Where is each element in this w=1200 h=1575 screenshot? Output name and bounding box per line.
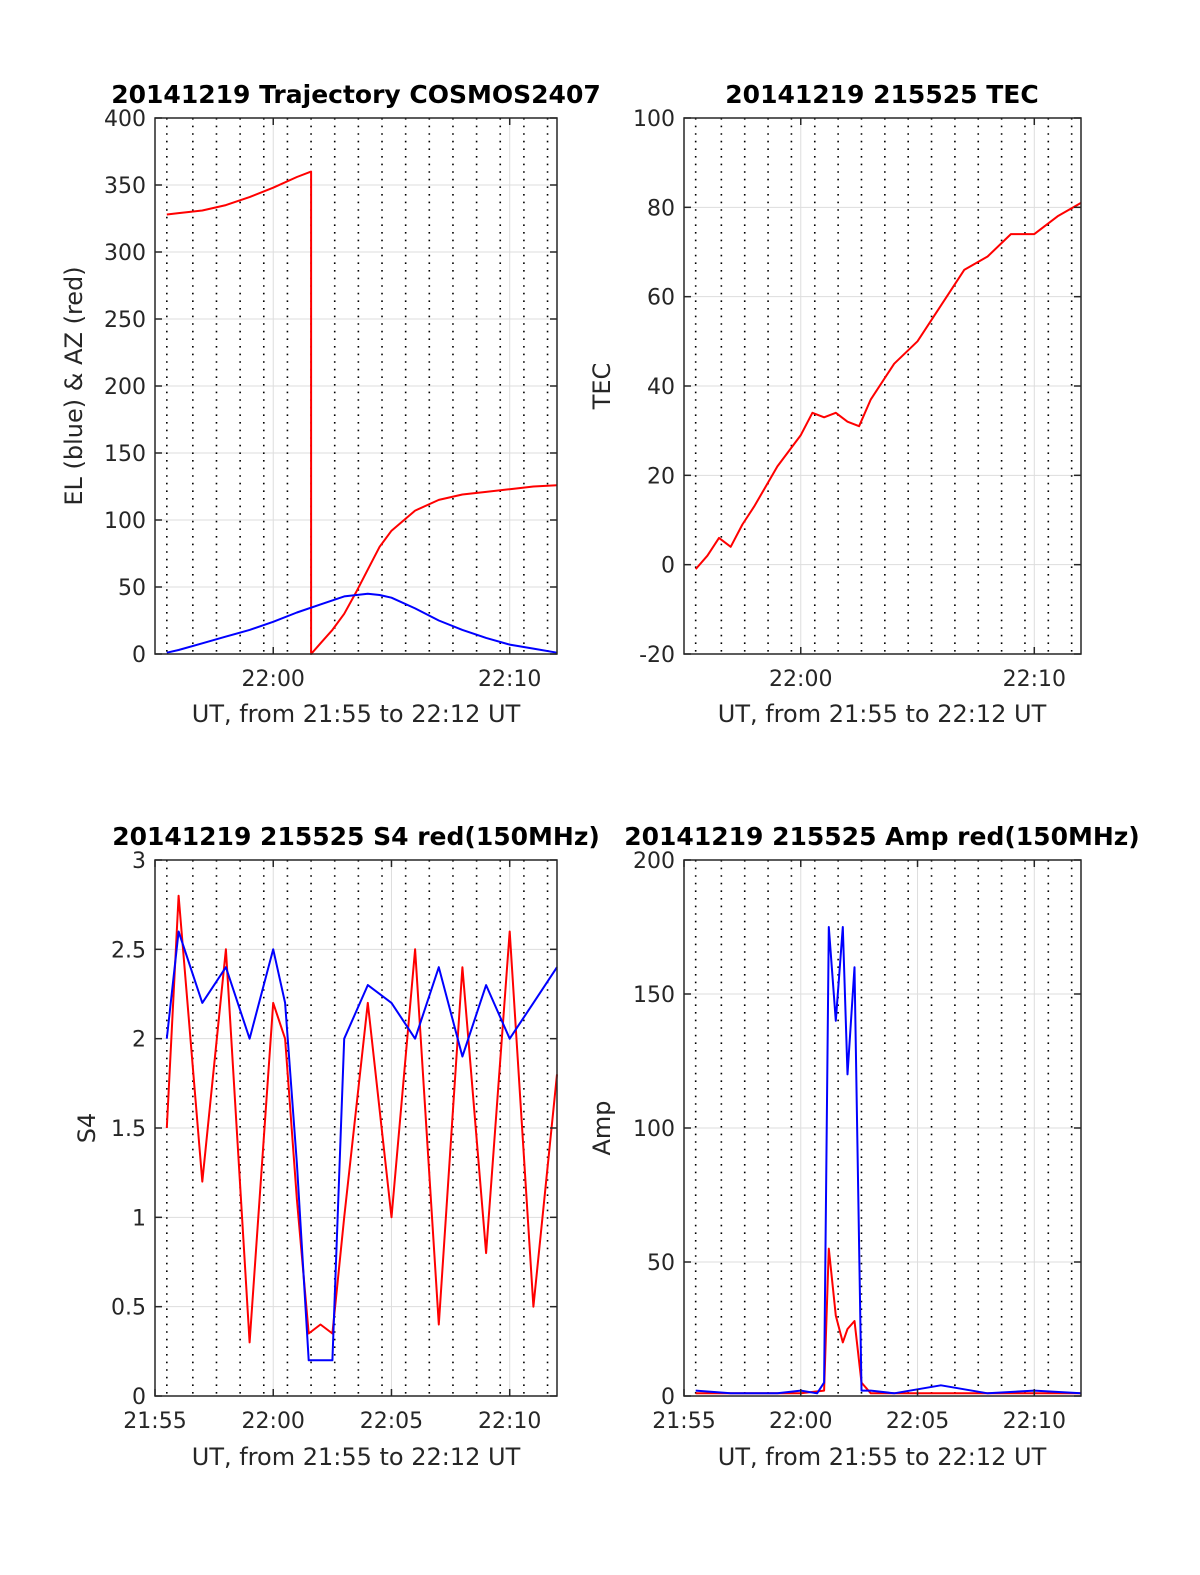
y-tick-label: 2 — [132, 1028, 146, 1053]
y-tick-label: -20 — [639, 643, 675, 668]
y-tick-label: 250 — [104, 308, 146, 333]
x-tick-label: 22:10 — [1003, 667, 1066, 692]
y-tick-label: 350 — [104, 174, 146, 199]
series-line-el — [166, 592, 558, 654]
panel-amp: 20141219 215525 Amp red(150MHz) UT, from… — [588, 822, 1140, 1471]
panel-s4: 20141219 215525 S4 red(150MHz) UT, from … — [73, 822, 600, 1471]
y-tick-label: 400 — [104, 107, 146, 132]
amp-xlabel: UT, from 21:55 to 22:12 UT — [718, 1443, 1047, 1471]
amp-ylabel: Amp — [588, 1100, 616, 1155]
amp-plot: 0 50 100 150 200 21:55 22:00 22:05 22:10 — [633, 849, 1082, 1434]
tec-plot: -20 0 20 40 60 80 100 22:00 22:10 — [633, 107, 1082, 692]
x-tick-label: 22:00 — [769, 667, 832, 692]
trajectory-plot: 0 50 100 150 200 250 300 350 400 22:00 22:10 — [104, 107, 558, 692]
tec-xlabel: UT, from 21:55 to 22:12 UT — [718, 700, 1047, 728]
x-tick-label: 22:05 — [360, 1409, 423, 1434]
trajectory-title: 20141219 Trajectory COSMOS2407 — [111, 80, 601, 109]
y-tick-label: 150 — [633, 983, 675, 1008]
y-tick-label: 100 — [633, 107, 675, 132]
y-tick-label: 3 — [132, 849, 146, 874]
tec-ylabel: TEC — [588, 363, 616, 411]
series-line-blue — [695, 926, 1082, 1395]
y-tick-label: 100 — [633, 1117, 675, 1142]
y-tick-label: 300 — [104, 241, 146, 266]
x-tick-label: 21:55 — [652, 1409, 715, 1434]
x-tick-label: 22:10 — [1003, 1409, 1066, 1434]
x-tick-label: 22:05 — [886, 1409, 949, 1434]
y-tick-label: 50 — [118, 576, 146, 601]
series-line-red — [165, 894, 558, 1344]
series-line-tec — [694, 202, 1082, 570]
s4-plot: 0 0.5 1 1.5 2 2.5 3 21:55 22:00 22:05 22:10 — [111, 849, 558, 1434]
s4-ylabel: S4 — [73, 1113, 101, 1144]
s4-xlabel: UT, from 21:55 to 22:12 UT — [192, 1443, 521, 1471]
series-line-blue — [165, 930, 558, 1362]
x-tick-label: 22:10 — [478, 1409, 541, 1434]
x-tick-label: 22:00 — [769, 1409, 832, 1434]
amp-title: 20141219 215525 Amp red(150MHz) — [624, 822, 1140, 851]
y-tick-label: 100 — [104, 509, 146, 534]
tec-title: 20141219 215525 TEC — [725, 80, 1038, 109]
s4-title: 20141219 215525 S4 red(150MHz) — [112, 822, 600, 851]
y-tick-label: 0 — [132, 1385, 146, 1410]
y-tick-label: 60 — [647, 286, 675, 311]
y-tick-label: 200 — [104, 375, 146, 400]
x-tick-label: 22:00 — [242, 667, 305, 692]
y-tick-label: 40 — [647, 375, 675, 400]
y-tick-label: 200 — [633, 849, 675, 874]
y-tick-label: 1.5 — [111, 1117, 146, 1142]
y-tick-label: 0.5 — [111, 1296, 146, 1321]
trajectory-ylabel: EL (blue) & AZ (red) — [60, 266, 88, 505]
y-tick-label: 0 — [661, 1385, 675, 1410]
y-tick-label: 80 — [647, 196, 675, 221]
y-tick-label: 50 — [647, 1251, 675, 1276]
y-tick-label: 2.5 — [111, 938, 146, 963]
y-tick-label: 1 — [132, 1206, 146, 1231]
panel-tec: 20141219 215525 TEC UT, from 21:55 to 22… — [588, 80, 1082, 728]
x-tick-label: 22:10 — [478, 667, 541, 692]
panel-trajectory: 20141219 Trajectory COSMOS2407 UT, from … — [60, 80, 601, 728]
x-tick-label: 22:00 — [242, 1409, 305, 1434]
y-tick-label: 0 — [132, 643, 146, 668]
x-tick-label: 21:55 — [123, 1409, 186, 1434]
y-tick-label: 150 — [104, 442, 146, 467]
y-tick-label: 20 — [647, 464, 675, 489]
series-line-az — [166, 170, 558, 655]
trajectory-xlabel: UT, from 21:55 to 22:12 UT — [192, 700, 521, 728]
y-tick-label: 0 — [661, 554, 675, 579]
series-line-red — [695, 1247, 1081, 1395]
